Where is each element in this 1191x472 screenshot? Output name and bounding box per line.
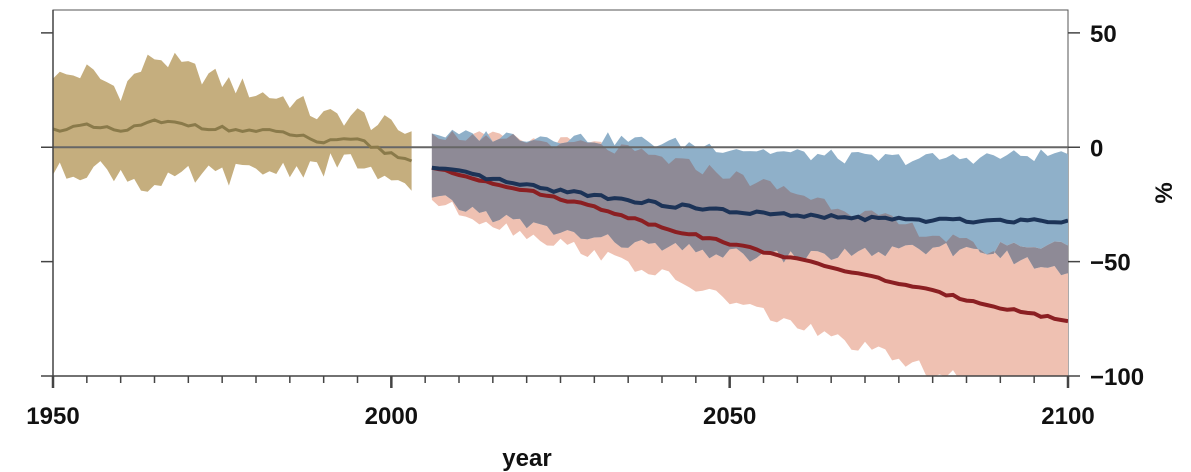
overlap-band: [431, 131, 1068, 276]
historical-mean-line: [53, 118, 413, 163]
historical-band: [53, 52, 412, 192]
x-tick-label: 2100: [1041, 403, 1094, 430]
y-axis-title: %: [1151, 182, 1178, 203]
scenario-high-mean-line: [431, 165, 1068, 324]
y-tick-label: −50: [1090, 250, 1131, 277]
x-axis-title: year: [502, 445, 551, 472]
x-tick-label: 1950: [26, 403, 79, 430]
y-tick-label: 50: [1090, 21, 1117, 48]
y-tick-label: 0: [1090, 135, 1103, 162]
x-tick-label: 2000: [365, 403, 418, 430]
axes: 1950 2000 2050 2100 50 0 −50 −100: [26, 10, 1144, 430]
x-tick-label: 2050: [703, 403, 756, 430]
uncertainty-bands: [53, 52, 1068, 376]
mean-lines: [53, 118, 1068, 324]
y-tick-label: −100: [1090, 364, 1144, 391]
scenario-low-mean-line: [431, 165, 1068, 225]
